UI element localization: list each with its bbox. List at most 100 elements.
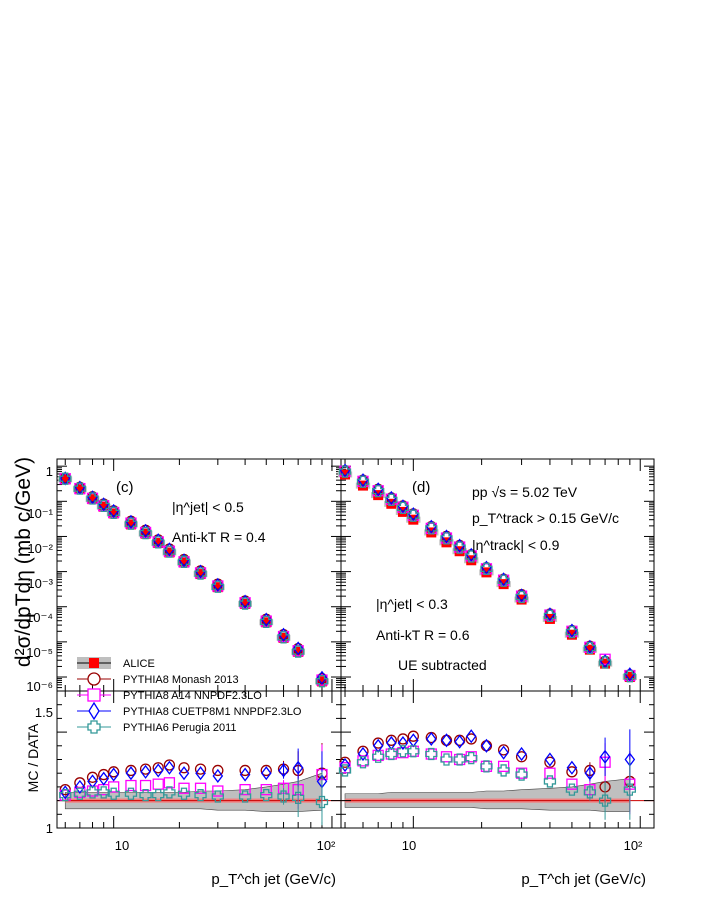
- data-point-cuetp: [339, 757, 351, 773]
- data-point-alice: [87, 494, 98, 505]
- data-point-perugia: [124, 787, 138, 800]
- data-point-cuetp: [152, 763, 164, 778]
- data-point-a14: [212, 785, 224, 797]
- top-y-tick-label: 10⁻³: [27, 576, 53, 591]
- data-point-monash: [260, 764, 272, 777]
- data-point-perugia: [107, 787, 120, 800]
- data-point-a14: [108, 781, 120, 793]
- data-point-perugia: [260, 615, 273, 629]
- data-point-monash: [480, 740, 493, 752]
- data-point-alice: [316, 676, 327, 687]
- data-point-cuetp: [441, 733, 452, 748]
- data-point-perugia: [97, 499, 110, 513]
- x-axis-label-left: p_T^ch jet (GeV/c): [211, 871, 336, 888]
- data-point-perugia: [177, 555, 191, 568]
- data-point-perugia: [86, 492, 99, 505]
- data-point-perugia: [497, 574, 510, 587]
- x-tick-label: 10²: [624, 838, 643, 853]
- panel-tag: (d): [412, 479, 430, 496]
- data-point-cuetp: [386, 735, 397, 751]
- data-point-cuetp: [516, 746, 527, 762]
- data-point-alice: [60, 474, 71, 485]
- legend-alice-marker: [89, 658, 99, 668]
- data-point-perugia: [315, 795, 329, 809]
- data-point-perugia: [583, 641, 597, 655]
- data-point-perugia: [163, 786, 176, 799]
- data-point-alice: [164, 547, 175, 558]
- data-point-perugia: [292, 645, 305, 658]
- data-point-perugia: [338, 764, 352, 777]
- data-point-alice: [340, 469, 351, 480]
- data-point-alice: [293, 646, 304, 657]
- data-point-cuetp: [481, 738, 492, 753]
- top-y-tick-label: 10⁻¹: [27, 506, 53, 521]
- data-point-perugia: [238, 597, 252, 610]
- data-point-cuetp: [108, 767, 119, 782]
- data-point-a14: [178, 782, 190, 794]
- data-point-perugia: [396, 745, 410, 758]
- data-point-perugia: [277, 790, 290, 803]
- data-point-cuetp: [498, 745, 509, 760]
- data-point-perugia: [372, 484, 385, 498]
- data-point-cuetp: [260, 766, 272, 781]
- data-point-perugia: [565, 783, 579, 796]
- data-point-a14: [260, 783, 272, 796]
- data-point-a14: [407, 745, 419, 757]
- data-point-perugia: [598, 794, 612, 807]
- data-point-a14: [425, 748, 437, 760]
- data-point-perugia: [260, 788, 273, 802]
- data-point-cuetp: [454, 734, 465, 749]
- data-point-perugia: [543, 775, 557, 788]
- data-point-perugia: [515, 590, 528, 604]
- panel-annotation: |η^jet| < 0.3: [376, 596, 448, 612]
- data-point-perugia: [356, 756, 370, 769]
- x-tick-label: 10: [402, 838, 416, 853]
- data-point-monash: [125, 764, 137, 777]
- panel-annotation: |η^jet| < 0.5: [172, 499, 244, 515]
- data-point-monash: [497, 744, 510, 756]
- data-point-perugia: [453, 753, 466, 766]
- data-point-monash: [178, 762, 190, 774]
- data-point-cuetp: [357, 746, 369, 762]
- legend: ALICE PYTHIA8 Monash 2013 PYTHIA8 A14 NN…: [77, 657, 302, 734]
- panel-annotation: |η^track| < 0.9: [472, 537, 560, 553]
- data-point-alice: [195, 569, 206, 580]
- data-point-cuetp: [465, 729, 477, 744]
- data-point-a14: [239, 783, 251, 796]
- data-point-perugia: [211, 790, 224, 803]
- legend-label: PYTHIA8 A14 NNPDF2.3LO: [123, 690, 262, 702]
- data-point-monash: [440, 734, 453, 746]
- data-point-monash: [372, 737, 384, 749]
- data-point-perugia: [425, 522, 438, 535]
- data-point-perugia: [407, 745, 420, 758]
- data-point-cuetp: [98, 771, 110, 786]
- top-y-tick-label: 1: [46, 464, 53, 479]
- data-point-perugia: [211, 580, 224, 593]
- data-point-perugia: [465, 550, 478, 563]
- data-point-cuetp: [195, 766, 206, 781]
- data-point-alice: [278, 632, 289, 643]
- data-point-perugia: [315, 675, 329, 688]
- data-point-perugia: [583, 786, 597, 799]
- data-point-perugia: [124, 517, 138, 530]
- data-point-perugia: [194, 788, 207, 802]
- top-y-tick-label: 10⁻²: [27, 541, 53, 556]
- top-y-tick-label: 10⁻⁴: [26, 610, 53, 625]
- data-point-a14: [385, 748, 397, 760]
- panel-tag: (c): [116, 479, 134, 496]
- legend-label: PYTHIA6 Perugia 2011: [123, 722, 237, 734]
- data-point-monash: [152, 762, 164, 774]
- data-point-a14: [139, 779, 152, 792]
- legend-label: ALICE: [123, 658, 155, 670]
- data-point-monash: [515, 751, 528, 763]
- data-point-a14: [163, 777, 176, 789]
- data-point-cuetp: [278, 763, 289, 778]
- data-point-a14: [544, 767, 556, 779]
- legend-monash-marker: [87, 672, 101, 686]
- data-point-monash: [465, 733, 477, 745]
- y-axis-bottom-label: MC / DATA: [25, 723, 41, 792]
- data-point-alice: [179, 557, 190, 568]
- bottom-y-tick-label: 1.5: [35, 705, 53, 720]
- data-point-alice: [108, 508, 119, 519]
- data-point-perugia: [73, 787, 87, 800]
